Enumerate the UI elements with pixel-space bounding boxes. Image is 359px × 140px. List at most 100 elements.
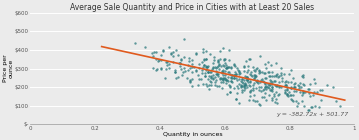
Point bbox=[220, 76, 226, 79]
Point bbox=[207, 71, 213, 73]
Point bbox=[237, 72, 243, 75]
Point bbox=[234, 79, 240, 81]
Point bbox=[302, 84, 307, 86]
Point bbox=[203, 69, 209, 72]
Point bbox=[299, 100, 304, 102]
Point bbox=[283, 84, 289, 86]
Point bbox=[210, 66, 216, 68]
Point bbox=[151, 51, 157, 53]
Point bbox=[244, 77, 250, 79]
Point bbox=[247, 73, 253, 76]
Point bbox=[279, 86, 284, 88]
Point bbox=[272, 101, 278, 103]
Point bbox=[256, 72, 261, 74]
Point bbox=[263, 77, 269, 80]
Point bbox=[173, 77, 179, 79]
Point bbox=[202, 72, 208, 74]
Point bbox=[281, 73, 287, 75]
Point bbox=[300, 92, 306, 94]
Point bbox=[170, 61, 176, 64]
Point bbox=[258, 90, 264, 93]
Point bbox=[306, 108, 312, 111]
Point bbox=[171, 55, 176, 57]
Point bbox=[171, 51, 176, 53]
Point bbox=[247, 90, 253, 92]
Point bbox=[274, 75, 279, 77]
Point bbox=[213, 67, 219, 69]
Point bbox=[253, 68, 259, 70]
Point bbox=[244, 79, 250, 81]
Point bbox=[228, 66, 234, 68]
Point bbox=[153, 69, 159, 72]
Point bbox=[225, 76, 231, 78]
Point bbox=[269, 88, 275, 90]
Point bbox=[226, 70, 232, 73]
Point bbox=[196, 67, 202, 69]
Point bbox=[194, 70, 199, 72]
Point bbox=[243, 60, 249, 62]
Point bbox=[150, 67, 156, 69]
Point bbox=[200, 51, 206, 53]
Point bbox=[269, 71, 275, 73]
Point bbox=[269, 90, 275, 93]
Point bbox=[282, 91, 288, 93]
Point bbox=[251, 69, 257, 72]
Point bbox=[280, 80, 285, 82]
Point bbox=[241, 66, 247, 68]
Point bbox=[208, 80, 213, 82]
Point bbox=[229, 76, 234, 78]
Point bbox=[254, 79, 260, 81]
Point bbox=[257, 104, 263, 106]
Point bbox=[210, 77, 216, 79]
Point bbox=[132, 42, 138, 44]
Point bbox=[175, 54, 181, 56]
Point bbox=[266, 60, 271, 63]
Point bbox=[286, 73, 292, 75]
Point bbox=[175, 75, 181, 78]
Point bbox=[190, 63, 195, 65]
Point bbox=[168, 53, 174, 55]
Point bbox=[268, 64, 274, 66]
Point bbox=[186, 57, 192, 60]
Point bbox=[203, 83, 209, 86]
Point bbox=[300, 76, 306, 78]
Point bbox=[263, 88, 269, 90]
Point bbox=[229, 76, 234, 79]
Point bbox=[216, 63, 222, 65]
Point bbox=[246, 58, 252, 60]
Point bbox=[223, 67, 229, 69]
Point bbox=[243, 77, 249, 79]
Point bbox=[205, 78, 211, 80]
Point bbox=[241, 89, 247, 91]
Point bbox=[224, 67, 230, 69]
Point bbox=[275, 76, 281, 78]
Point bbox=[317, 88, 322, 91]
Point bbox=[163, 61, 168, 63]
Point bbox=[154, 68, 160, 71]
Point bbox=[267, 82, 273, 84]
Point bbox=[284, 93, 290, 95]
Point bbox=[220, 71, 226, 74]
Point bbox=[212, 81, 218, 84]
Point bbox=[212, 66, 218, 68]
Point bbox=[257, 81, 263, 83]
Point bbox=[199, 61, 205, 63]
Point bbox=[251, 66, 256, 68]
Point bbox=[261, 88, 267, 90]
Point bbox=[238, 84, 244, 86]
Point bbox=[252, 94, 257, 96]
Point bbox=[251, 74, 256, 76]
Point bbox=[313, 105, 318, 108]
Point bbox=[163, 68, 169, 70]
Point bbox=[266, 75, 272, 77]
Point bbox=[246, 99, 252, 101]
Point bbox=[224, 78, 229, 81]
Point bbox=[242, 83, 248, 85]
Point bbox=[251, 78, 257, 80]
Point bbox=[228, 76, 234, 79]
Point bbox=[220, 47, 225, 49]
Point bbox=[309, 106, 315, 108]
Point bbox=[223, 67, 228, 69]
Point bbox=[181, 56, 187, 58]
Point bbox=[190, 78, 195, 80]
